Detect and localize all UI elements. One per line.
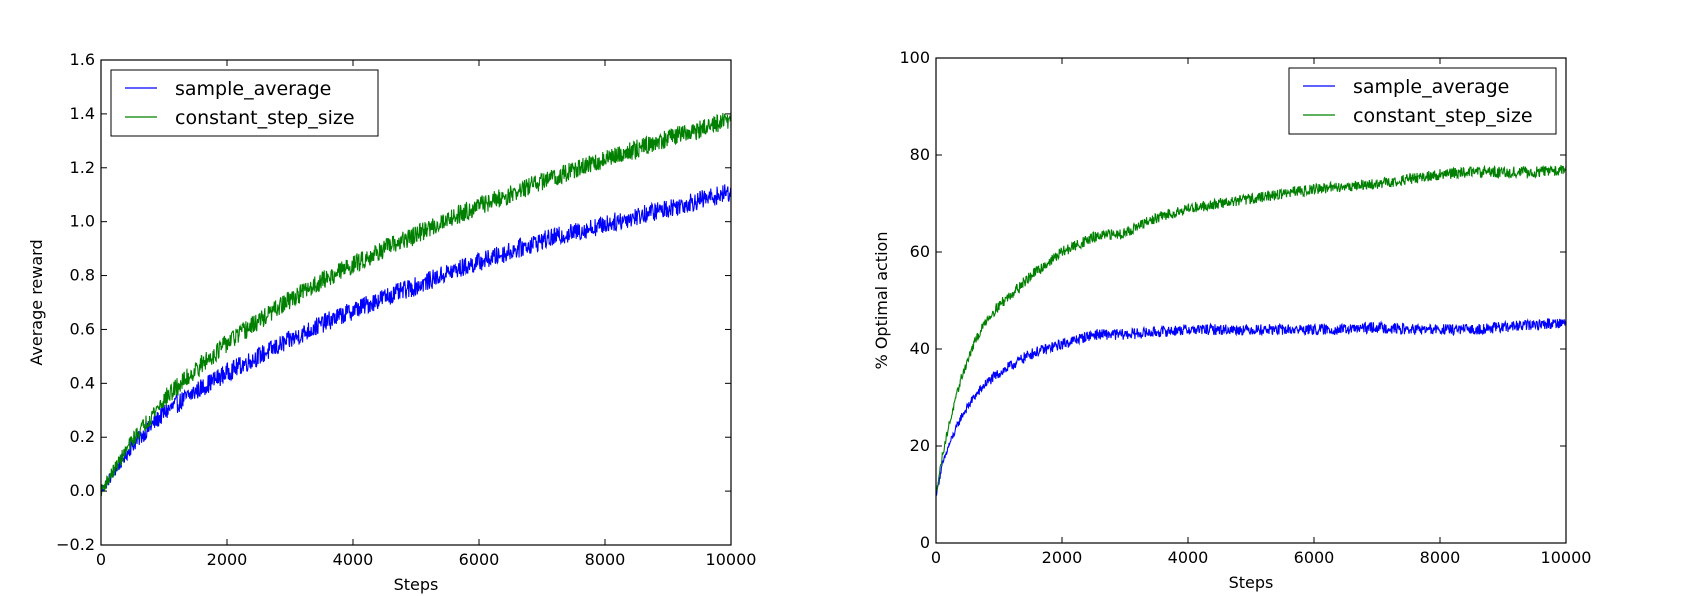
optimal-action-chart-y-axis-label: % Optimal action bbox=[872, 232, 891, 370]
reward-chart-legend: sample_average constant_step_size bbox=[110, 69, 379, 137]
optimal-action-chart-legend-box bbox=[1288, 67, 1557, 135]
x-tick-label: 2000 bbox=[1042, 548, 1083, 567]
series-line-sample-average bbox=[101, 184, 731, 494]
y-tick-label: 40 bbox=[910, 339, 930, 358]
series-line-sample-average bbox=[936, 318, 1566, 496]
legend-label-constant-step-size: constant_step_size bbox=[175, 107, 355, 129]
x-tick-label: 10000 bbox=[1541, 548, 1592, 567]
y-tick-label: 60 bbox=[910, 242, 930, 261]
series-line-constant-step-size bbox=[101, 112, 731, 496]
x-tick-label: 10000 bbox=[706, 550, 757, 569]
legend-label-sample-average: sample_average bbox=[1353, 76, 1509, 98]
y-tick-label: 0.8 bbox=[70, 266, 95, 285]
y-tick-label: 1.6 bbox=[70, 50, 95, 69]
reward-chart-y-axis-label: Average reward bbox=[27, 239, 46, 365]
x-tick-label: 0 bbox=[931, 548, 941, 567]
legend-label-sample-average: sample_average bbox=[175, 78, 331, 100]
x-tick-label: 4000 bbox=[1168, 548, 1209, 567]
optimal-action-chart: 0 2000 4000 6000 8000 10000 0 20 40 60 80 100 Steps… bbox=[872, 48, 1591, 592]
y-tick-label: 20 bbox=[910, 436, 930, 455]
optimal-action-chart-lines bbox=[936, 164, 1566, 496]
reward-chart-frame bbox=[100, 59, 732, 546]
y-tick-label: 1.0 bbox=[70, 212, 95, 231]
reward-chart-lines bbox=[101, 112, 731, 496]
optimal-action-chart-ticks: 0 2000 4000 6000 8000 10000 0 20 40 60 80 100 bbox=[899, 48, 1591, 567]
optimal-action-chart-frame bbox=[935, 57, 1567, 544]
y-tick-label: −0.2 bbox=[56, 535, 95, 554]
y-tick-label: 0.0 bbox=[70, 481, 95, 500]
x-tick-label: 8000 bbox=[1420, 548, 1461, 567]
x-tick-label: 8000 bbox=[585, 550, 626, 569]
y-tick-label: 0 bbox=[920, 533, 930, 552]
x-tick-label: 6000 bbox=[459, 550, 500, 569]
x-tick-label: 0 bbox=[96, 550, 106, 569]
y-tick-label: 100 bbox=[899, 48, 930, 67]
legend-label-constant-step-size: constant_step_size bbox=[1353, 105, 1533, 127]
y-tick-label: 1.4 bbox=[70, 104, 95, 123]
y-tick-label: 0.6 bbox=[70, 319, 95, 338]
y-tick-label: 80 bbox=[910, 145, 930, 164]
series-line-constant-step-size bbox=[936, 164, 1566, 493]
y-tick-label: 1.2 bbox=[70, 158, 95, 177]
x-tick-label: 6000 bbox=[1294, 548, 1335, 567]
reward-chart-x-axis-label: Steps bbox=[394, 575, 439, 594]
y-tick-label: 0.2 bbox=[70, 427, 95, 446]
reward-chart: 0 2000 4000 6000 8000 10000 −0.2 0.0 0.2 0.4 0.6 0.… bbox=[27, 50, 756, 594]
optimal-action-chart-legend: sample_average constant_step_size bbox=[1288, 67, 1557, 135]
reward-chart-legend-box bbox=[110, 69, 379, 137]
optimal-action-chart-x-axis-label: Steps bbox=[1229, 573, 1274, 592]
reward-chart-ticks: 0 2000 4000 6000 8000 10000 −0.2 0.0 0.2 0.4 0.6 0.… bbox=[56, 50, 756, 569]
x-tick-label: 4000 bbox=[333, 550, 374, 569]
x-tick-label: 2000 bbox=[207, 550, 248, 569]
y-tick-label: 0.4 bbox=[70, 373, 95, 392]
